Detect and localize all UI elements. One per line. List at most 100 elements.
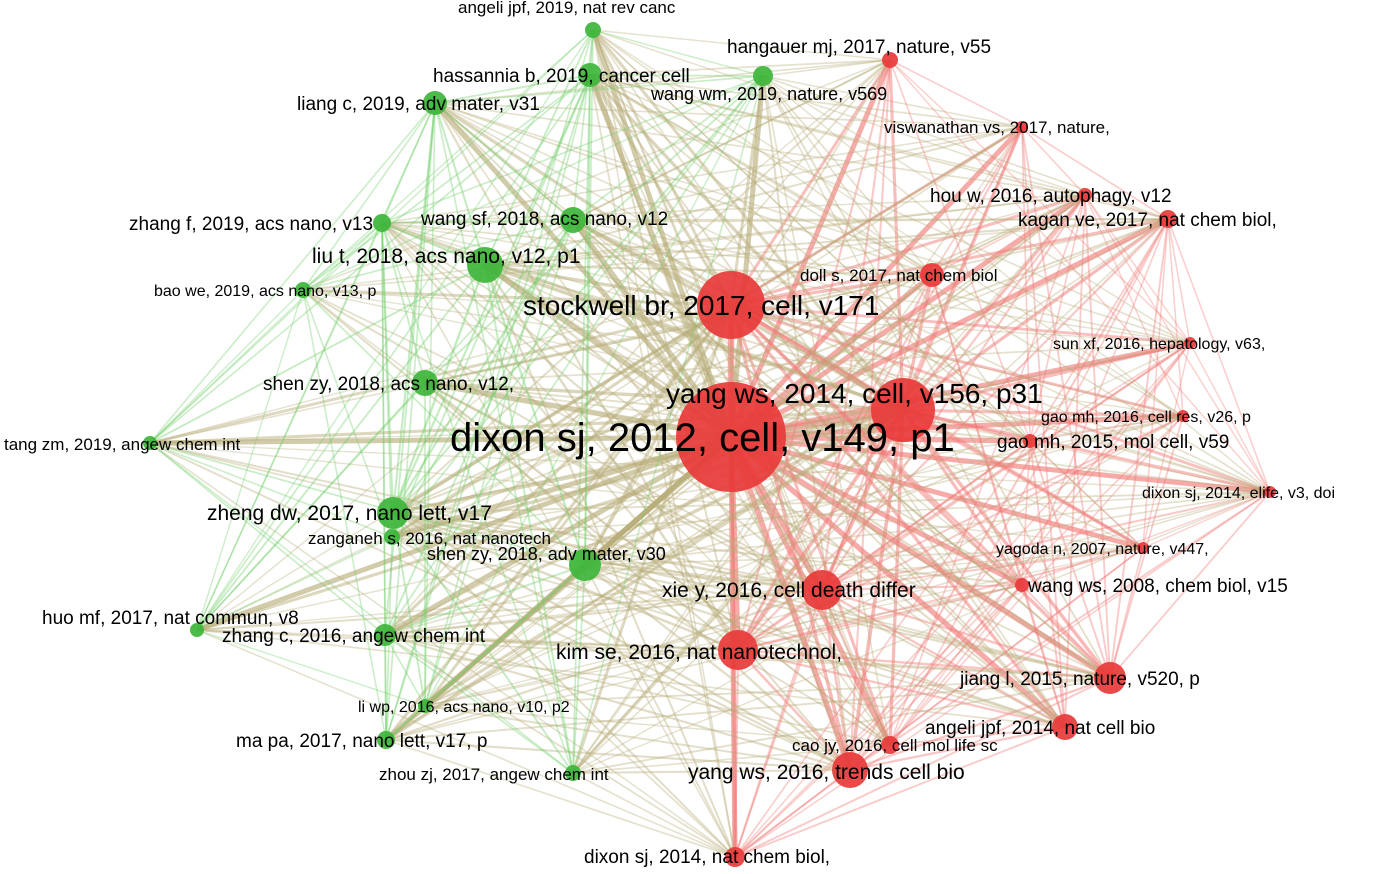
edge bbox=[196, 102, 436, 631]
edge bbox=[734, 726, 1066, 858]
node-n34[interactable] bbox=[377, 731, 395, 749]
node-n20[interactable] bbox=[1137, 542, 1149, 554]
node-n36[interactable] bbox=[585, 22, 601, 38]
edge bbox=[592, 29, 933, 276]
edge bbox=[392, 511, 1066, 729]
edge bbox=[381, 222, 574, 774]
edge bbox=[391, 491, 1271, 538]
node-n25[interactable] bbox=[295, 282, 311, 298]
edge bbox=[1109, 218, 1169, 679]
node-n3[interactable] bbox=[697, 271, 765, 339]
edge bbox=[391, 536, 736, 858]
edge bbox=[149, 415, 1184, 444]
edge bbox=[572, 677, 1111, 774]
edge bbox=[424, 440, 1031, 707]
edge bbox=[584, 74, 591, 566]
edge bbox=[392, 512, 574, 774]
node-n16[interactable] bbox=[1184, 337, 1196, 349]
edge bbox=[424, 705, 851, 771]
node-n24[interactable] bbox=[373, 214, 391, 232]
node-n2[interactable] bbox=[871, 378, 935, 442]
edge bbox=[392, 59, 891, 514]
node-n29[interactable] bbox=[384, 529, 400, 545]
node-n33[interactable] bbox=[418, 699, 432, 713]
edge bbox=[572, 218, 1169, 221]
edge bbox=[196, 415, 1184, 631]
edge bbox=[1142, 491, 1271, 549]
edge bbox=[820, 59, 892, 591]
node-n11[interactable] bbox=[920, 263, 944, 287]
edge bbox=[902, 217, 1169, 412]
node-n10[interactable] bbox=[725, 847, 745, 867]
edge bbox=[728, 436, 853, 771]
edge bbox=[728, 59, 893, 438]
edge bbox=[1064, 194, 1086, 728]
edge bbox=[1021, 440, 1031, 586]
node-n35[interactable] bbox=[565, 765, 581, 781]
node-n9[interactable] bbox=[881, 736, 899, 754]
node-label-n5: kim se, 2016, nat nanotechnol, bbox=[556, 641, 842, 664]
node-n32[interactable] bbox=[374, 624, 396, 646]
node-n38[interactable] bbox=[423, 91, 447, 115]
node-n15[interactable] bbox=[882, 52, 898, 68]
node-n4[interactable] bbox=[802, 570, 842, 610]
node-n31[interactable] bbox=[190, 623, 204, 637]
node-n5[interactable] bbox=[718, 630, 758, 670]
edge bbox=[572, 219, 1271, 493]
node-n39[interactable] bbox=[753, 66, 773, 86]
node-n18[interactable] bbox=[1023, 434, 1037, 448]
edge bbox=[196, 29, 594, 631]
edge bbox=[434, 102, 574, 774]
node-n28[interactable] bbox=[377, 497, 409, 529]
edge bbox=[434, 102, 1271, 493]
node-n19[interactable] bbox=[1264, 486, 1276, 498]
edge bbox=[381, 222, 823, 591]
edge bbox=[392, 303, 732, 515]
edge bbox=[302, 289, 1271, 493]
edge bbox=[302, 289, 891, 746]
edge bbox=[302, 222, 383, 291]
node-n6[interactable] bbox=[832, 752, 868, 788]
node-n8[interactable] bbox=[1052, 714, 1078, 740]
node-n22[interactable] bbox=[467, 247, 503, 283]
node-label-n2: yang ws, 2014, cell, v156, p31 bbox=[666, 378, 1043, 409]
edge bbox=[901, 126, 1024, 411]
edge bbox=[484, 264, 574, 774]
edge bbox=[384, 634, 574, 774]
edge bbox=[572, 491, 1271, 774]
node-n12[interactable] bbox=[1159, 210, 1177, 228]
edge bbox=[381, 222, 386, 636]
edge bbox=[762, 75, 1023, 128]
node-label-n20: yagoda n, 2007, nature, v447, bbox=[996, 541, 1209, 558]
node-n26[interactable] bbox=[412, 370, 438, 396]
node-n14[interactable] bbox=[1016, 121, 1028, 133]
node-n7[interactable] bbox=[1094, 662, 1126, 694]
node-n13[interactable] bbox=[1078, 188, 1092, 202]
edge bbox=[589, 74, 764, 77]
edge bbox=[381, 222, 851, 771]
edge bbox=[384, 633, 739, 652]
node-label-n27: tang zm, 2019, angew chem int bbox=[4, 435, 241, 454]
node-label-n10: dixon sj, 2014, nat chem biol, bbox=[584, 847, 830, 868]
edge bbox=[729, 304, 852, 771]
node-n30[interactable] bbox=[569, 549, 601, 581]
node-n17[interactable] bbox=[1177, 410, 1189, 422]
edge bbox=[484, 217, 1169, 267]
edge bbox=[149, 442, 823, 591]
edge bbox=[572, 219, 1191, 344]
edge bbox=[584, 564, 851, 771]
node-n23[interactable] bbox=[560, 207, 586, 233]
edge bbox=[572, 194, 1086, 774]
node-n1[interactable] bbox=[676, 382, 786, 492]
edge bbox=[149, 303, 732, 445]
edge bbox=[149, 194, 1086, 444]
edge bbox=[302, 288, 732, 307]
edge bbox=[572, 274, 933, 774]
node-n21[interactable] bbox=[1015, 578, 1029, 592]
edge bbox=[571, 408, 905, 775]
edge bbox=[392, 511, 739, 652]
node-label-n33: li wp, 2016, acs nano, v10, p2 bbox=[358, 699, 570, 716]
edge bbox=[424, 382, 891, 746]
node-n37[interactable] bbox=[578, 63, 602, 87]
node-n27[interactable] bbox=[143, 436, 157, 450]
